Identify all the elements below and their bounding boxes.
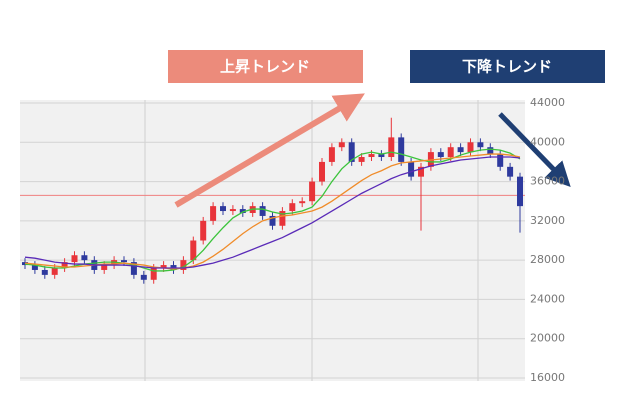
candle-body [160,265,167,268]
candle-body [447,147,454,158]
candle-body [210,206,217,221]
candle-body [71,255,78,263]
y-tick-label: 40000 [530,135,565,148]
annotation: 上昇トレンド [220,58,310,76]
candle-body [269,215,276,226]
candle-body [398,137,405,162]
plot [20,100,525,381]
candle-body [121,260,127,263]
candle-body [408,161,415,177]
y-tick-label: 24000 [530,292,565,305]
candle-body [51,268,58,275]
candle-body [368,154,375,158]
candle-body [319,161,325,182]
candle-body [348,142,355,162]
candle-body [467,142,474,153]
candle-body [190,240,197,261]
candle-body [101,265,108,270]
moving-average [24,153,521,270]
candle-body [507,166,514,177]
candle-body [338,142,345,148]
moving-average [24,156,521,269]
candle-body [289,203,296,212]
y-tick-label: 20000 [530,332,565,345]
candle-body [150,268,157,280]
moving-average [24,148,521,272]
candle-body [81,255,88,261]
candle-body [517,176,523,207]
candle-body [31,265,38,270]
candle-body [477,142,484,148]
candle-body [229,209,236,212]
downtrend-arrow [498,112,571,187]
candle-body [418,166,424,177]
candle-body [299,201,306,204]
candle-body [388,137,395,158]
annotation-box [410,50,605,83]
candle-body [239,209,246,213]
uptrend-arrow [174,93,365,208]
candle-body [130,262,137,275]
candle-body [200,220,207,241]
candle-body [487,147,494,155]
candle-body [497,154,504,167]
annotation: 下降トレンド [462,58,552,76]
candle-body [378,154,385,158]
annotation-box [168,50,363,83]
candle-body [140,274,147,280]
y-tick-label: 16000 [530,371,565,384]
y-tick-label: 28000 [530,253,565,266]
y-tick-label: 32000 [530,214,565,227]
candle-body [180,260,187,270]
y-tick-label: 36000 [530,175,565,188]
candle-body [61,262,68,268]
candle-body [41,269,48,275]
candle-body [437,152,444,158]
candle-body [309,181,316,202]
candle-body [328,147,335,162]
candle-body [259,206,266,216]
candle-body [220,206,226,212]
candle-body [457,147,464,153]
plot-area [20,100,525,381]
y-tick-label: 44000 [530,96,565,109]
candle-body [358,157,365,162]
candle-body [279,211,286,226]
